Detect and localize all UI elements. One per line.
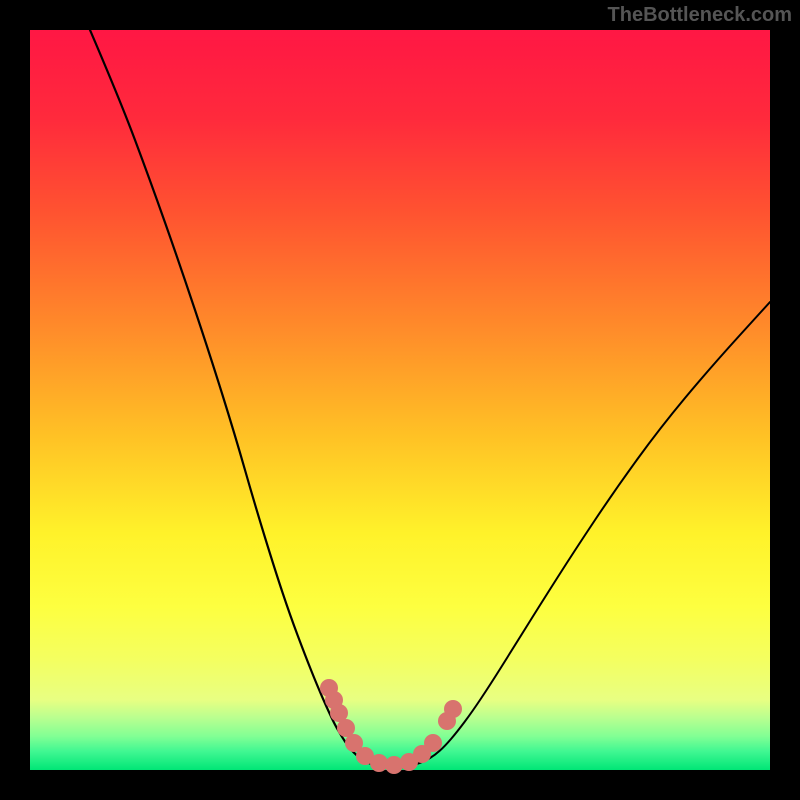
data-marker (424, 734, 442, 752)
canvas-root: TheBottleneck.com (0, 0, 800, 800)
gradient-background (30, 30, 770, 770)
watermark: TheBottleneck.com (608, 4, 792, 27)
data-marker (444, 700, 462, 718)
